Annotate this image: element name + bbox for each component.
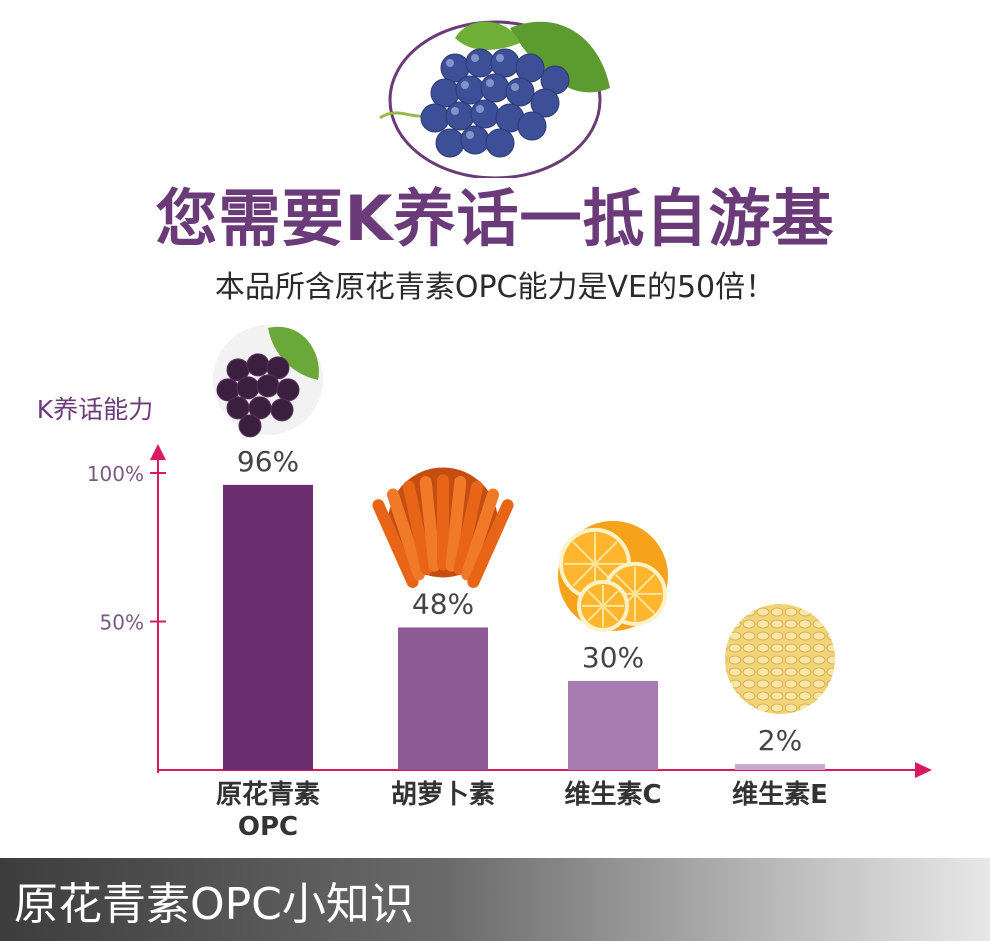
y-axis-label: K养话能力 <box>37 395 153 424</box>
x-axis-arrow <box>915 762 932 778</box>
y-tick-label: 100% <box>87 462 144 486</box>
bar <box>568 680 658 770</box>
bar-chart: K养话能力 100% 50% 96% 原花青素OPC 48% 胡萝卜素 30% 维生素C 2%… <box>37 324 932 842</box>
bar-value-label: 2% <box>758 724 802 757</box>
footer-title: 原花青素OPC小知识 <box>14 879 414 930</box>
vitamin-e-capsules-image <box>725 604 835 715</box>
bar-value-label: 96% <box>237 445 299 478</box>
bar-value-label: 48% <box>412 587 474 620</box>
bar <box>398 627 488 770</box>
bar <box>735 764 825 770</box>
page-title: 您需要K养话一抵自游基 <box>155 182 835 255</box>
bar <box>223 484 313 770</box>
grapes-image <box>213 324 323 438</box>
y-tick-label: 50% <box>100 611 144 635</box>
x-category-label: 胡萝卜素 <box>391 780 495 810</box>
x-category-label: OPC <box>238 812 298 842</box>
x-category-label: 维生素C <box>564 779 661 810</box>
y-axis-arrow <box>150 444 166 460</box>
orange-slices-image <box>558 520 668 632</box>
x-category-label: 维生素E <box>732 779 828 810</box>
x-category-label: 原花青素 <box>216 780 320 810</box>
grapes-illustration <box>379 20 610 178</box>
carrots-image <box>372 467 514 588</box>
bar-value-label: 30% <box>582 641 644 674</box>
page-subtitle: 本品所含原花青素OPC能力是VE的50倍！ <box>214 270 776 305</box>
footer-banner: 原花青素OPC小知识 <box>0 858 990 941</box>
